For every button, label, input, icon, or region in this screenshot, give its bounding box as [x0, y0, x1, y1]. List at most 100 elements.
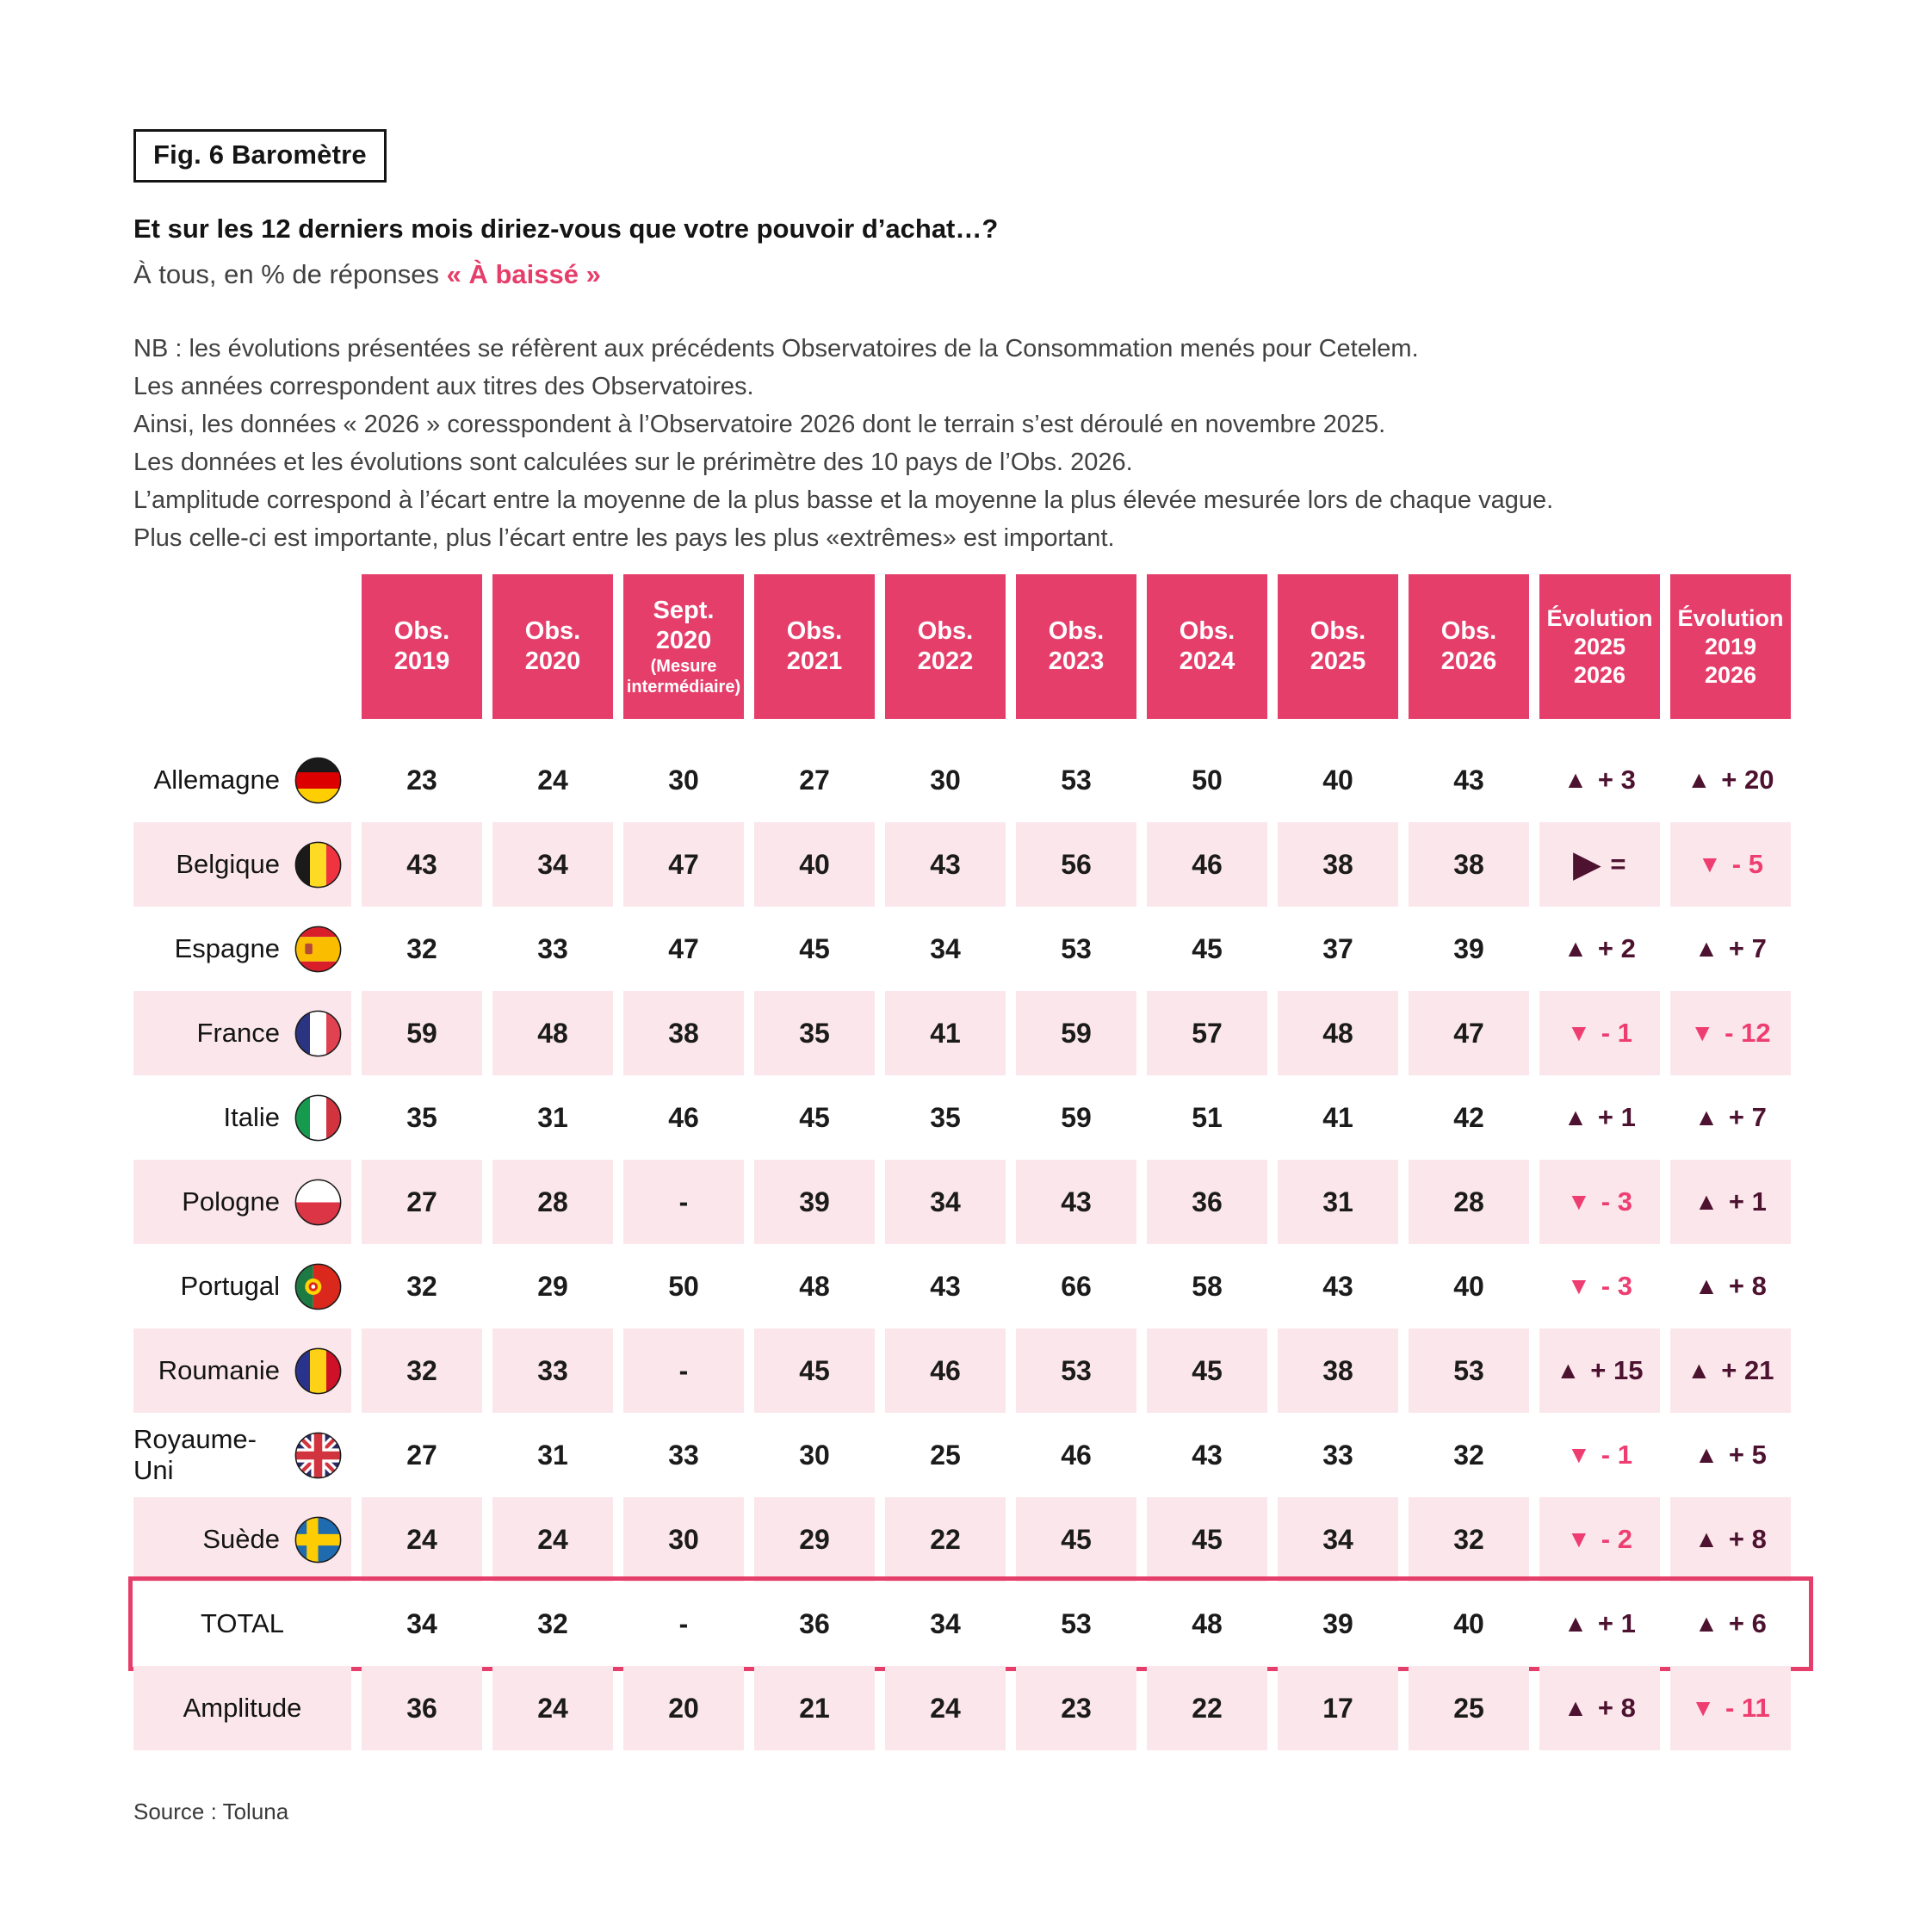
flag-pl-icon — [294, 1179, 342, 1225]
flag-gb-icon — [294, 1432, 342, 1478]
value-cell: 39 — [754, 1160, 875, 1244]
value-cell: 42 — [1453, 1101, 1484, 1133]
evolution-cell: ▼ - 12 — [1670, 991, 1791, 1075]
row-label: Roumanie — [158, 1355, 280, 1385]
header-line: Obs. — [786, 617, 843, 645]
evolution-cell: ▲ + 1 — [1670, 1160, 1791, 1244]
row-label: Pologne — [182, 1186, 280, 1217]
value-cell: 45 — [754, 1328, 875, 1413]
row-label: Portugal — [180, 1271, 280, 1301]
value-cell: 50 — [1192, 764, 1223, 796]
trend-up-icon: ▲ — [1687, 766, 1712, 793]
value-cell: 32 — [406, 932, 437, 964]
trend-down-icon: ▼ — [1567, 1273, 1591, 1299]
trend-up-icon: ▲ — [1694, 1526, 1718, 1552]
value-cell: 38 — [1278, 1328, 1398, 1413]
header-line: 2026 — [1440, 647, 1497, 675]
nb-note-line: Plus celle-ci est importante, plus l’éca… — [133, 524, 1115, 552]
evolution-cell: ▼ - 3 — [1539, 1244, 1660, 1328]
evolution-cell: ▲ + 6 — [1670, 1582, 1791, 1666]
column-header-evolution_2019_2026: Évolution 2019 2026 — [1670, 574, 1791, 719]
value-cell: 46 — [668, 1101, 699, 1133]
value-cell: 24 — [492, 1497, 613, 1582]
value-cell: 51 — [1192, 1101, 1223, 1133]
value-cell: 27 — [406, 1439, 437, 1471]
value-cell: 27 — [799, 764, 830, 796]
evolution-value: + 1 — [1597, 1102, 1636, 1132]
evolution-cell: ▲ + 7 — [1670, 907, 1791, 991]
evolution-value: + 3 — [1597, 765, 1636, 795]
header-line: 2022 — [917, 647, 974, 675]
value-cell: 24 — [537, 764, 568, 796]
value-cell: 47 — [1409, 991, 1529, 1075]
row-label-cell: Portugal — [133, 1244, 351, 1328]
value-cell: 39 — [1453, 932, 1484, 964]
evolution-cell: ▼ - 1 — [1539, 1413, 1660, 1497]
row-label: Royaume-Uni — [133, 1424, 257, 1485]
value-cell: 38 — [1409, 822, 1529, 907]
row-label: Allemagne — [153, 765, 280, 795]
evolution-cell: ▲ + 1 — [1539, 1075, 1660, 1160]
value-cell: 35 — [754, 991, 875, 1075]
value-cell: 30 — [799, 1439, 830, 1471]
evolution-value: - 3 — [1601, 1271, 1632, 1301]
value-cell: 23 — [406, 764, 437, 796]
value-cell: 24 — [492, 1666, 613, 1750]
table-body: Allemagne 23 24 30 27 30 53 50 40 43 ▲ + 3 ▲ + 20 … — [128, 738, 1813, 1750]
evolution-value: + 8 — [1597, 1693, 1636, 1723]
header-line: Sept. — [653, 597, 715, 624]
value-cell: 33 — [537, 932, 568, 964]
value-cell: 24 — [885, 1666, 1006, 1750]
trend-down-icon: ▼ — [1567, 1526, 1591, 1552]
value-cell: 58 — [1192, 1270, 1223, 1302]
header-line: 2021 — [786, 647, 843, 675]
trend-up-icon: ▲ — [1694, 1104, 1718, 1130]
value-cell: 25 — [930, 1439, 961, 1471]
evolution-cell: ▼ - 3 — [1539, 1160, 1660, 1244]
subtitle: À tous, en % de réponses « À baissé » — [133, 259, 1808, 290]
header-small-line: (Mesure — [650, 657, 717, 676]
trend-up-icon: ▲ — [1564, 1694, 1588, 1721]
value-cell: 22 — [885, 1497, 1006, 1582]
value-cell: 48 — [1278, 991, 1398, 1075]
value-cell: 50 — [668, 1270, 699, 1302]
evolution-value: + 7 — [1728, 933, 1767, 963]
value-cell: 40 — [754, 822, 875, 907]
value-cell: 47 — [668, 932, 699, 964]
value-cell: 24 — [362, 1497, 482, 1582]
value-cell: 31 — [537, 1439, 568, 1471]
table-header-row: Obs. 2019 Obs. 2020 Sept. 2020 (Mesure interméd… — [133, 574, 1808, 719]
value-cell: 45 — [799, 932, 830, 964]
value-cell: 57 — [1147, 991, 1267, 1075]
table-row-total: TOTAL 34 32 - 36 34 53 48 39 40 ▲ + 1 ▲ + 6 — [128, 1576, 1813, 1671]
nb-note-line: Ainsi, les données « 2026 » coressponden… — [133, 411, 1386, 438]
row-label-cell: Espagne — [133, 907, 351, 991]
value-cell: 53 — [1061, 932, 1092, 964]
value-cell: 32 — [1409, 1497, 1529, 1582]
flag-pt-icon — [294, 1263, 342, 1310]
evolution-cell: ▲ + 21 — [1670, 1328, 1791, 1413]
row-label-cell: Suède — [133, 1497, 351, 1582]
value-cell: 48 — [799, 1270, 830, 1302]
value-cell: 66 — [1061, 1270, 1092, 1302]
column-header-obs_2021: Obs. 2021 — [754, 574, 875, 719]
value-cell: 45 — [1192, 932, 1223, 964]
row-label: Italie — [223, 1102, 280, 1132]
trend-down-icon: ▼ — [1567, 1441, 1591, 1468]
value-cell: 34 — [492, 822, 613, 907]
flag-de-icon — [294, 757, 342, 803]
trend-up-icon: ▲ — [1564, 1104, 1588, 1130]
table-row-amplitude: Amplitude 36 24 20 21 24 23 22 17 25 ▲ + 8 ▼ - 11 — [133, 1666, 1808, 1750]
row-label-cell: Allemagne — [133, 738, 351, 822]
value-cell: 31 — [537, 1101, 568, 1133]
column-header-obs_2026: Obs. 2026 — [1409, 574, 1529, 719]
row-label-cell: Royaume-Uni — [133, 1413, 351, 1497]
row-label: Suède — [202, 1524, 280, 1554]
value-cell: 31 — [1278, 1160, 1398, 1244]
flag-it-icon — [294, 1094, 342, 1141]
subtitle-prefix: À tous, en % de réponses — [133, 259, 440, 289]
value-cell: 59 — [362, 991, 482, 1075]
column-header-obs_2023: Obs. 2023 — [1016, 574, 1136, 719]
evolution-value: + 20 — [1721, 765, 1774, 795]
evolution-value: - 2 — [1601, 1524, 1632, 1554]
